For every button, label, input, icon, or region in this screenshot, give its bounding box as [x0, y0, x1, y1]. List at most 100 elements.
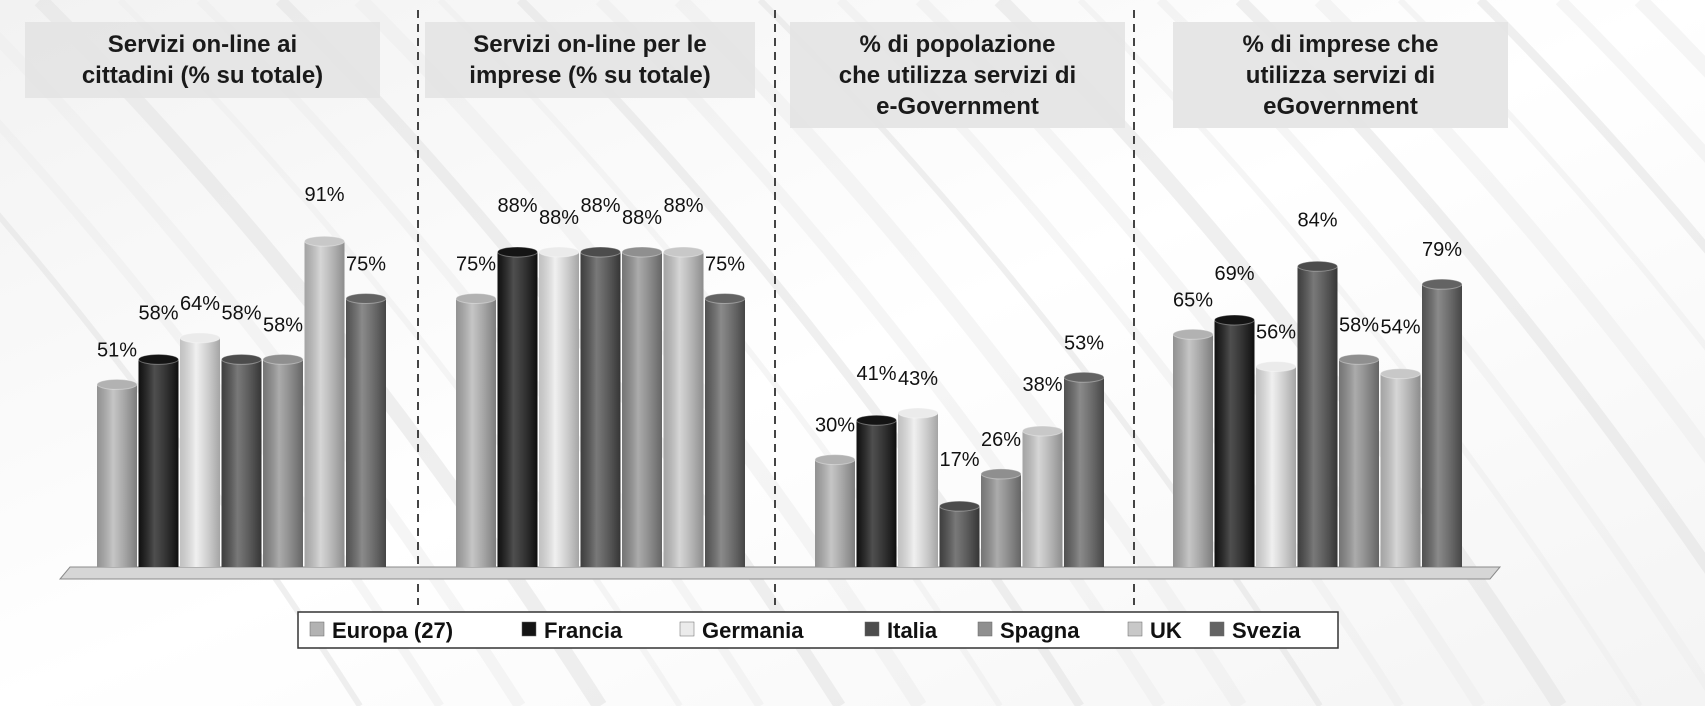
panel-title-line: che utilizza servizi di [839, 62, 1076, 89]
bar-shading [497, 251, 538, 567]
panel-title-box [425, 22, 755, 98]
legend-label: UK [1150, 618, 1182, 643]
panel-dividers [417, 10, 1135, 605]
bar-shading [263, 359, 303, 567]
chart-legend: Europa (27) Francia Germania Italia Spagna UK… [297, 611, 1339, 649]
bar-cap [621, 246, 663, 258]
bar-cap [1338, 353, 1380, 365]
value-label: 69% [1214, 263, 1254, 285]
bar-shading [815, 459, 855, 567]
bar-cap [455, 293, 497, 304]
panel-title-line: Servizi on-line ai [108, 31, 297, 58]
bar-cap [345, 293, 387, 304]
bar-shading [221, 359, 262, 567]
bar-shading [138, 359, 179, 567]
bar-cap [897, 407, 939, 419]
background-streak [0, 119, 444, 706]
bar [704, 293, 746, 567]
panel-title-line: imprese (% su totale) [469, 62, 710, 89]
value-label: 41% [856, 363, 896, 385]
bar [138, 353, 179, 567]
bar [856, 414, 897, 567]
bar-shading [1422, 284, 1462, 567]
value-label: 51% [97, 339, 137, 361]
value-label: 65% [1173, 289, 1213, 311]
value-label: 53% [1064, 332, 1104, 354]
background-streak [0, 212, 363, 706]
bar-cap [856, 414, 897, 426]
bar [179, 332, 221, 567]
bar [1421, 278, 1463, 567]
background-streak [674, 0, 1247, 706]
value-label: 38% [1022, 374, 1062, 396]
value-label: 58% [263, 314, 303, 336]
bar [1022, 425, 1063, 567]
bar [663, 246, 704, 567]
bar [221, 353, 262, 567]
bar [497, 246, 538, 567]
bar-shading [97, 384, 137, 567]
bar [621, 246, 663, 567]
value-label: 75% [705, 254, 745, 276]
bar-cap [262, 353, 304, 365]
bar-shading [1256, 366, 1296, 567]
bar-shading [1214, 319, 1255, 567]
bar-shading [856, 420, 897, 567]
bar-cap [1063, 371, 1105, 383]
bar-cap [939, 500, 980, 512]
bar [939, 500, 980, 567]
bar [262, 353, 304, 567]
value-label: 88% [539, 207, 579, 229]
value-label: 17% [939, 449, 979, 471]
panel-title-box [790, 22, 1125, 128]
bar-shading [1173, 334, 1213, 567]
bar-cap [1380, 368, 1421, 380]
value-label: 58% [221, 302, 261, 324]
bar [1255, 361, 1297, 567]
bar [580, 246, 621, 567]
bar [1172, 328, 1214, 567]
value-label: 84% [1297, 209, 1337, 231]
bar-cap [1172, 328, 1214, 340]
bar-shading [705, 298, 745, 567]
bar-cap [704, 293, 746, 304]
value-label: 88% [622, 207, 662, 229]
bar-cap [1214, 314, 1255, 326]
bar-cap [221, 353, 262, 365]
bar [1214, 314, 1255, 567]
bar-shading [981, 473, 1021, 567]
chart-bars [96, 235, 1463, 567]
legend-label: Europa (27) [332, 618, 453, 643]
bar-shading [663, 251, 704, 567]
legend-swatch [521, 621, 537, 637]
panel-title-line: utilizza servizi di [1246, 62, 1435, 89]
legend-swatch [1209, 621, 1225, 637]
bar [814, 454, 856, 567]
bar-shading [346, 298, 386, 567]
legend-label: Francia [544, 618, 623, 643]
bar-shading [939, 506, 980, 567]
chart-floor-plane [58, 566, 1502, 580]
bar-cap [179, 332, 221, 344]
bar [96, 378, 138, 567]
bar-shading [1022, 430, 1063, 567]
value-label: 58% [1339, 314, 1379, 336]
panel-title-line: eGovernment [1263, 93, 1418, 120]
value-label: 91% [304, 184, 344, 206]
bar-cap [1022, 425, 1063, 437]
legend-swatch [864, 621, 880, 637]
panel-titles: Servizi on-line ai cittadini (% su totale… [25, 22, 1508, 128]
bar [1380, 368, 1421, 567]
value-label: 43% [898, 368, 938, 390]
bar-shading [1064, 377, 1104, 567]
bar [1297, 260, 1338, 567]
bar-shading [622, 251, 662, 567]
bar-shading [1339, 359, 1379, 567]
bar [1063, 371, 1105, 567]
panel-title-box [1173, 22, 1508, 128]
bar-cap [580, 246, 621, 258]
background-streak [1476, 0, 1705, 254]
value-label: 88% [663, 195, 703, 217]
bar [1338, 353, 1380, 567]
bar-cap [1297, 260, 1338, 272]
